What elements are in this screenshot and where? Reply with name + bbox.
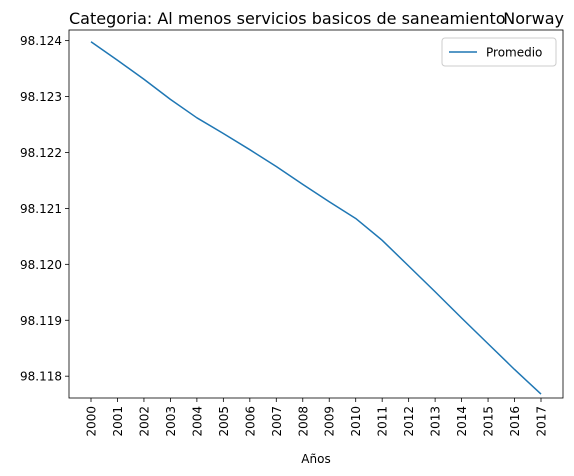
y-tick-label: 98.118	[20, 370, 62, 384]
legend: Promedio	[441, 37, 557, 67]
x-tick-label: 2007	[270, 406, 284, 437]
legend-label-promedio: Promedio	[486, 46, 542, 60]
chart-title-right: Norway	[503, 9, 564, 28]
plot-area	[68, 29, 564, 399]
y-tick-label: 98.123	[20, 90, 62, 104]
x-tick-label: 2003	[164, 406, 178, 437]
x-axis-label: Años	[301, 452, 330, 466]
x-tick-label: 2016	[508, 406, 522, 437]
series-layer	[90, 41, 542, 395]
x-tick-label: 2011	[376, 406, 390, 437]
x-tick-label: 2008	[296, 406, 310, 437]
y-tick-label: 98.119	[20, 314, 62, 328]
x-tick-label: 2001	[111, 406, 125, 437]
x-tick-label: 2004	[190, 406, 204, 437]
x-tick-label: 2000	[85, 406, 99, 437]
x-tick-label: 2010	[349, 406, 363, 437]
y-tick-label: 98.121	[20, 202, 62, 216]
x-tick-label: 2002	[137, 406, 151, 437]
legend-box	[441, 37, 557, 67]
x-tick-label: 2009	[323, 406, 337, 437]
x-tick-label: 2014	[455, 406, 469, 437]
y-tick-label: 98.120	[20, 258, 62, 272]
x-tick-label: 2012	[402, 406, 416, 437]
x-tick-label: 2005	[217, 406, 231, 437]
y-tick-label: 98.124	[20, 34, 62, 48]
x-tick-label: 2017	[535, 406, 549, 437]
y-tick-label: 98.122	[20, 146, 62, 160]
y-axis: 98.118 98.119 98.120 98.121 98.122 98.123 98.1…	[20, 34, 69, 384]
series-line-promedio	[90, 41, 542, 395]
chart-title-left: Categoria: Al menos servicios basicos de…	[69, 9, 506, 28]
x-tick-label: 2006	[243, 406, 257, 437]
x-tick-label: 2013	[429, 406, 443, 437]
x-tick-label: 2015	[482, 406, 496, 437]
x-axis: 2000 2001 2002 2003 2004 2005 2006 2007 2008 2009…	[85, 398, 549, 437]
